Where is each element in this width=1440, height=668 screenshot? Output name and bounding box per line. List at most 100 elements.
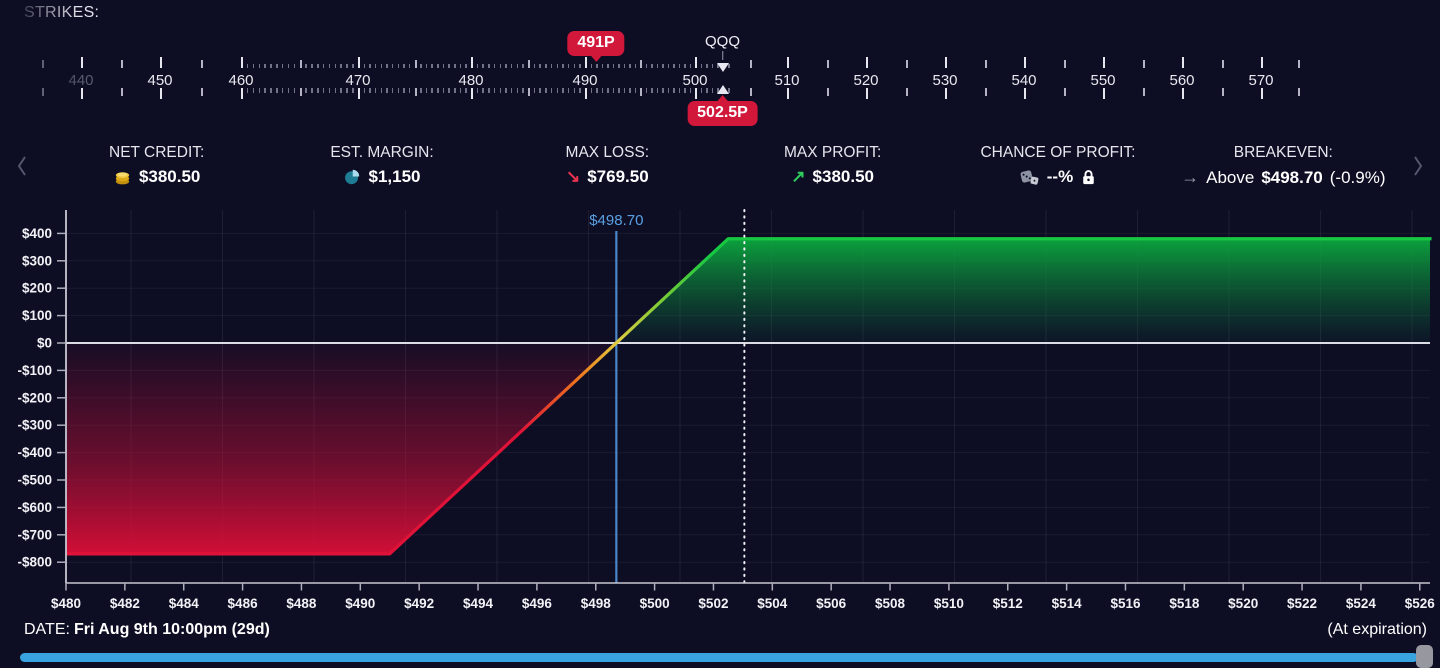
svg-text:$492: $492 bbox=[404, 596, 434, 611]
ruler-tick bbox=[533, 88, 536, 93]
stat-value: $769.50 bbox=[587, 167, 649, 186]
ruler-tick bbox=[241, 88, 243, 99]
svg-text:$522: $522 bbox=[1287, 596, 1317, 611]
ruler-tick bbox=[689, 88, 691, 93]
strike-badge-502-5p[interactable]: 502.5P bbox=[687, 101, 758, 126]
ruler-tick bbox=[550, 63, 553, 68]
ruler-tick bbox=[623, 63, 625, 68]
ruler-tick bbox=[629, 63, 631, 68]
stat-value: $380.50 bbox=[812, 167, 874, 186]
right-arrow-icon: → bbox=[1181, 167, 1200, 187]
stat-label: BREAKEVEN: bbox=[1233, 144, 1333, 161]
ruler-label-500: 500 bbox=[682, 72, 708, 89]
stats-prev-button[interactable] bbox=[0, 139, 44, 193]
ruler-tick bbox=[482, 88, 484, 93]
ruler-tick bbox=[397, 63, 400, 68]
ruler-tick bbox=[640, 60, 642, 68]
ruler-tick bbox=[695, 57, 697, 68]
ruler-tick bbox=[711, 63, 713, 68]
ruler-tick bbox=[1182, 57, 1184, 68]
ruler-tick bbox=[826, 88, 829, 96]
ruler-label-570: 570 bbox=[1248, 72, 1274, 89]
ruler-tick bbox=[340, 63, 342, 68]
ruler-tick bbox=[471, 88, 473, 99]
ruler-tick bbox=[567, 88, 570, 93]
ruler-tick bbox=[120, 60, 123, 68]
ruler-tick bbox=[562, 88, 564, 93]
ruler-tick bbox=[585, 88, 587, 99]
ruler-tick bbox=[596, 63, 598, 68]
ruler-tick bbox=[618, 63, 620, 68]
ruler-tick bbox=[612, 63, 614, 68]
ruler-tick bbox=[700, 88, 702, 93]
breakeven-direction: Above bbox=[1206, 167, 1255, 187]
ruler-label-520: 520 bbox=[853, 72, 879, 89]
ruler-tick bbox=[618, 88, 620, 93]
ruler-tick bbox=[573, 88, 576, 93]
svg-text:$526: $526 bbox=[1405, 596, 1436, 611]
ruler-tick bbox=[264, 63, 266, 68]
ruler-tick bbox=[81, 57, 83, 68]
ruler-tick bbox=[454, 88, 456, 93]
ruler-tick bbox=[695, 88, 697, 99]
ruler-tick bbox=[465, 63, 467, 68]
stat-value: --% bbox=[1046, 167, 1074, 186]
ruler-tick bbox=[287, 63, 290, 68]
svg-text:-$500: -$500 bbox=[17, 473, 52, 488]
ruler-tick bbox=[459, 63, 462, 68]
ruler-tick bbox=[1298, 88, 1300, 96]
ruler-tick bbox=[246, 88, 249, 93]
ruler-label-530: 530 bbox=[932, 72, 958, 89]
ruler-tick bbox=[363, 63, 366, 68]
ruler-tick bbox=[442, 63, 445, 68]
price-marker-down-icon bbox=[716, 63, 729, 72]
ruler-tick bbox=[471, 57, 473, 68]
ruler-tick bbox=[380, 63, 383, 68]
ruler-tick bbox=[425, 63, 428, 68]
ruler-tick bbox=[493, 63, 496, 68]
ruler-tick bbox=[334, 63, 337, 68]
ruler-tick bbox=[567, 63, 570, 68]
ruler-label-550: 550 bbox=[1090, 72, 1116, 89]
stats-next-button[interactable] bbox=[1396, 139, 1440, 193]
ruler-tick bbox=[1221, 88, 1224, 96]
date-slider-thumb[interactable] bbox=[1416, 645, 1433, 668]
profit-arrow-icon: ↗ bbox=[791, 167, 806, 186]
ruler-tick bbox=[673, 63, 675, 68]
ruler-tick bbox=[246, 63, 249, 68]
ruler-tick bbox=[391, 63, 394, 68]
ruler-tick bbox=[1142, 60, 1145, 68]
ruler-tick bbox=[403, 88, 405, 93]
ruler-tick bbox=[945, 57, 947, 68]
ruler-tick bbox=[454, 63, 456, 68]
svg-text:$100: $100 bbox=[22, 308, 52, 323]
ruler-tick bbox=[252, 63, 255, 68]
date-slider[interactable] bbox=[0, 644, 1440, 668]
ruler-tick bbox=[352, 88, 354, 93]
ruler-tick bbox=[528, 88, 530, 96]
ruler-tick bbox=[276, 88, 278, 93]
coins-icon bbox=[113, 168, 132, 187]
ruler-tick bbox=[562, 63, 564, 68]
date-slider-fill[interactable] bbox=[20, 653, 1418, 662]
ruler-tick bbox=[448, 63, 450, 68]
svg-text:$520: $520 bbox=[1228, 596, 1258, 611]
payoff-chart[interactable]: $498.70 $400 $300 $200 $100 $0 -$100 -$200 -$300… bbox=[0, 205, 1440, 625]
ruler-tick bbox=[425, 88, 428, 93]
svg-text:$300: $300 bbox=[22, 253, 52, 268]
ruler-tick bbox=[81, 88, 83, 99]
svg-text:$490: $490 bbox=[345, 596, 375, 611]
ruler-tick bbox=[403, 63, 405, 68]
ruler-tick bbox=[358, 88, 360, 99]
ruler-tick bbox=[826, 60, 829, 68]
strike-ruler[interactable]: 440 450 460 470 480 490 500 510 520 530 540 550 560 5… bbox=[0, 0, 1440, 136]
ruler-tick bbox=[700, 63, 702, 68]
ruler-tick bbox=[684, 88, 686, 93]
ruler-tick bbox=[488, 88, 490, 93]
underlying-symbol-label: QQQ bbox=[704, 33, 741, 50]
ruler-tick bbox=[346, 88, 348, 93]
strike-badge-491p[interactable]: 491P bbox=[567, 31, 625, 56]
ruler-tick bbox=[787, 88, 789, 99]
ruler-tick bbox=[866, 57, 868, 68]
ruler-tick bbox=[579, 88, 581, 93]
